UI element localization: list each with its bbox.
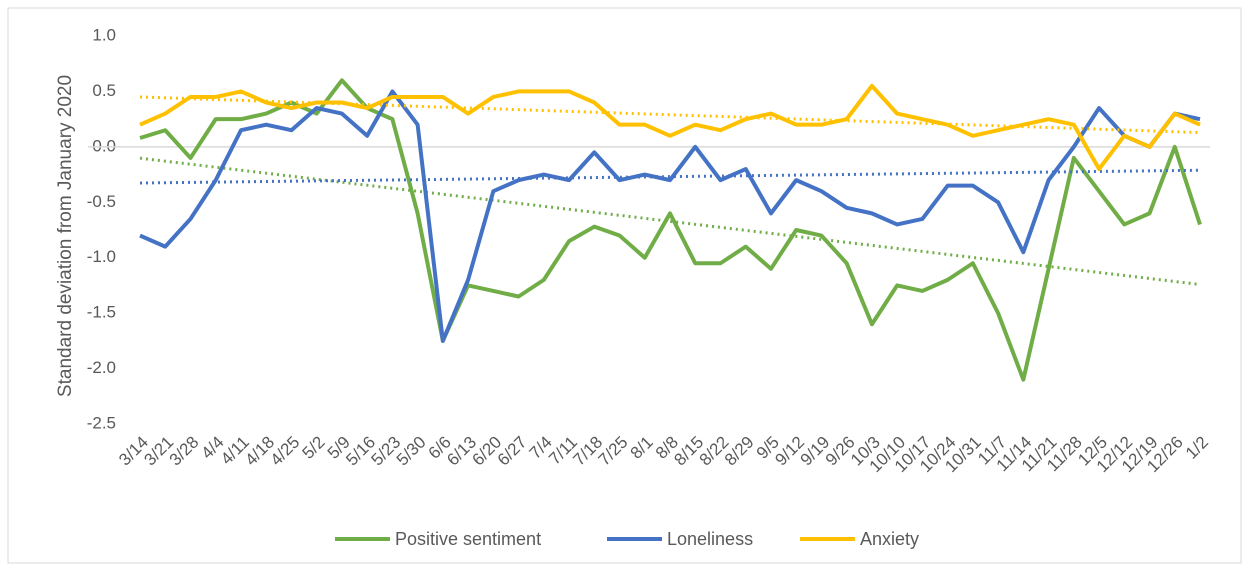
legend-label: Loneliness xyxy=(667,529,753,549)
y-tick-label: 0.5 xyxy=(92,81,116,100)
y-tick-label: -1.5 xyxy=(87,303,116,322)
legend-label: Positive sentiment xyxy=(395,529,541,549)
legend-label: Anxiety xyxy=(860,529,919,549)
chart-border xyxy=(7,7,1242,564)
y-tick-label: 1.0 xyxy=(92,25,116,44)
series-line xyxy=(139,83,1201,172)
y-axis-label: Standard deviation from January 2020 xyxy=(55,75,76,397)
y-tick-label: 0.0 xyxy=(92,136,116,155)
y-tick-label: -1.0 xyxy=(87,247,116,266)
y-tick-label: -0.5 xyxy=(87,192,116,211)
series-line xyxy=(139,78,1202,382)
y-tick-label: -2.0 xyxy=(87,358,116,377)
trendline xyxy=(139,168,1201,185)
trendline xyxy=(139,156,1201,286)
series-line xyxy=(139,89,1201,343)
y-tick-label: -2.5 xyxy=(87,413,116,432)
